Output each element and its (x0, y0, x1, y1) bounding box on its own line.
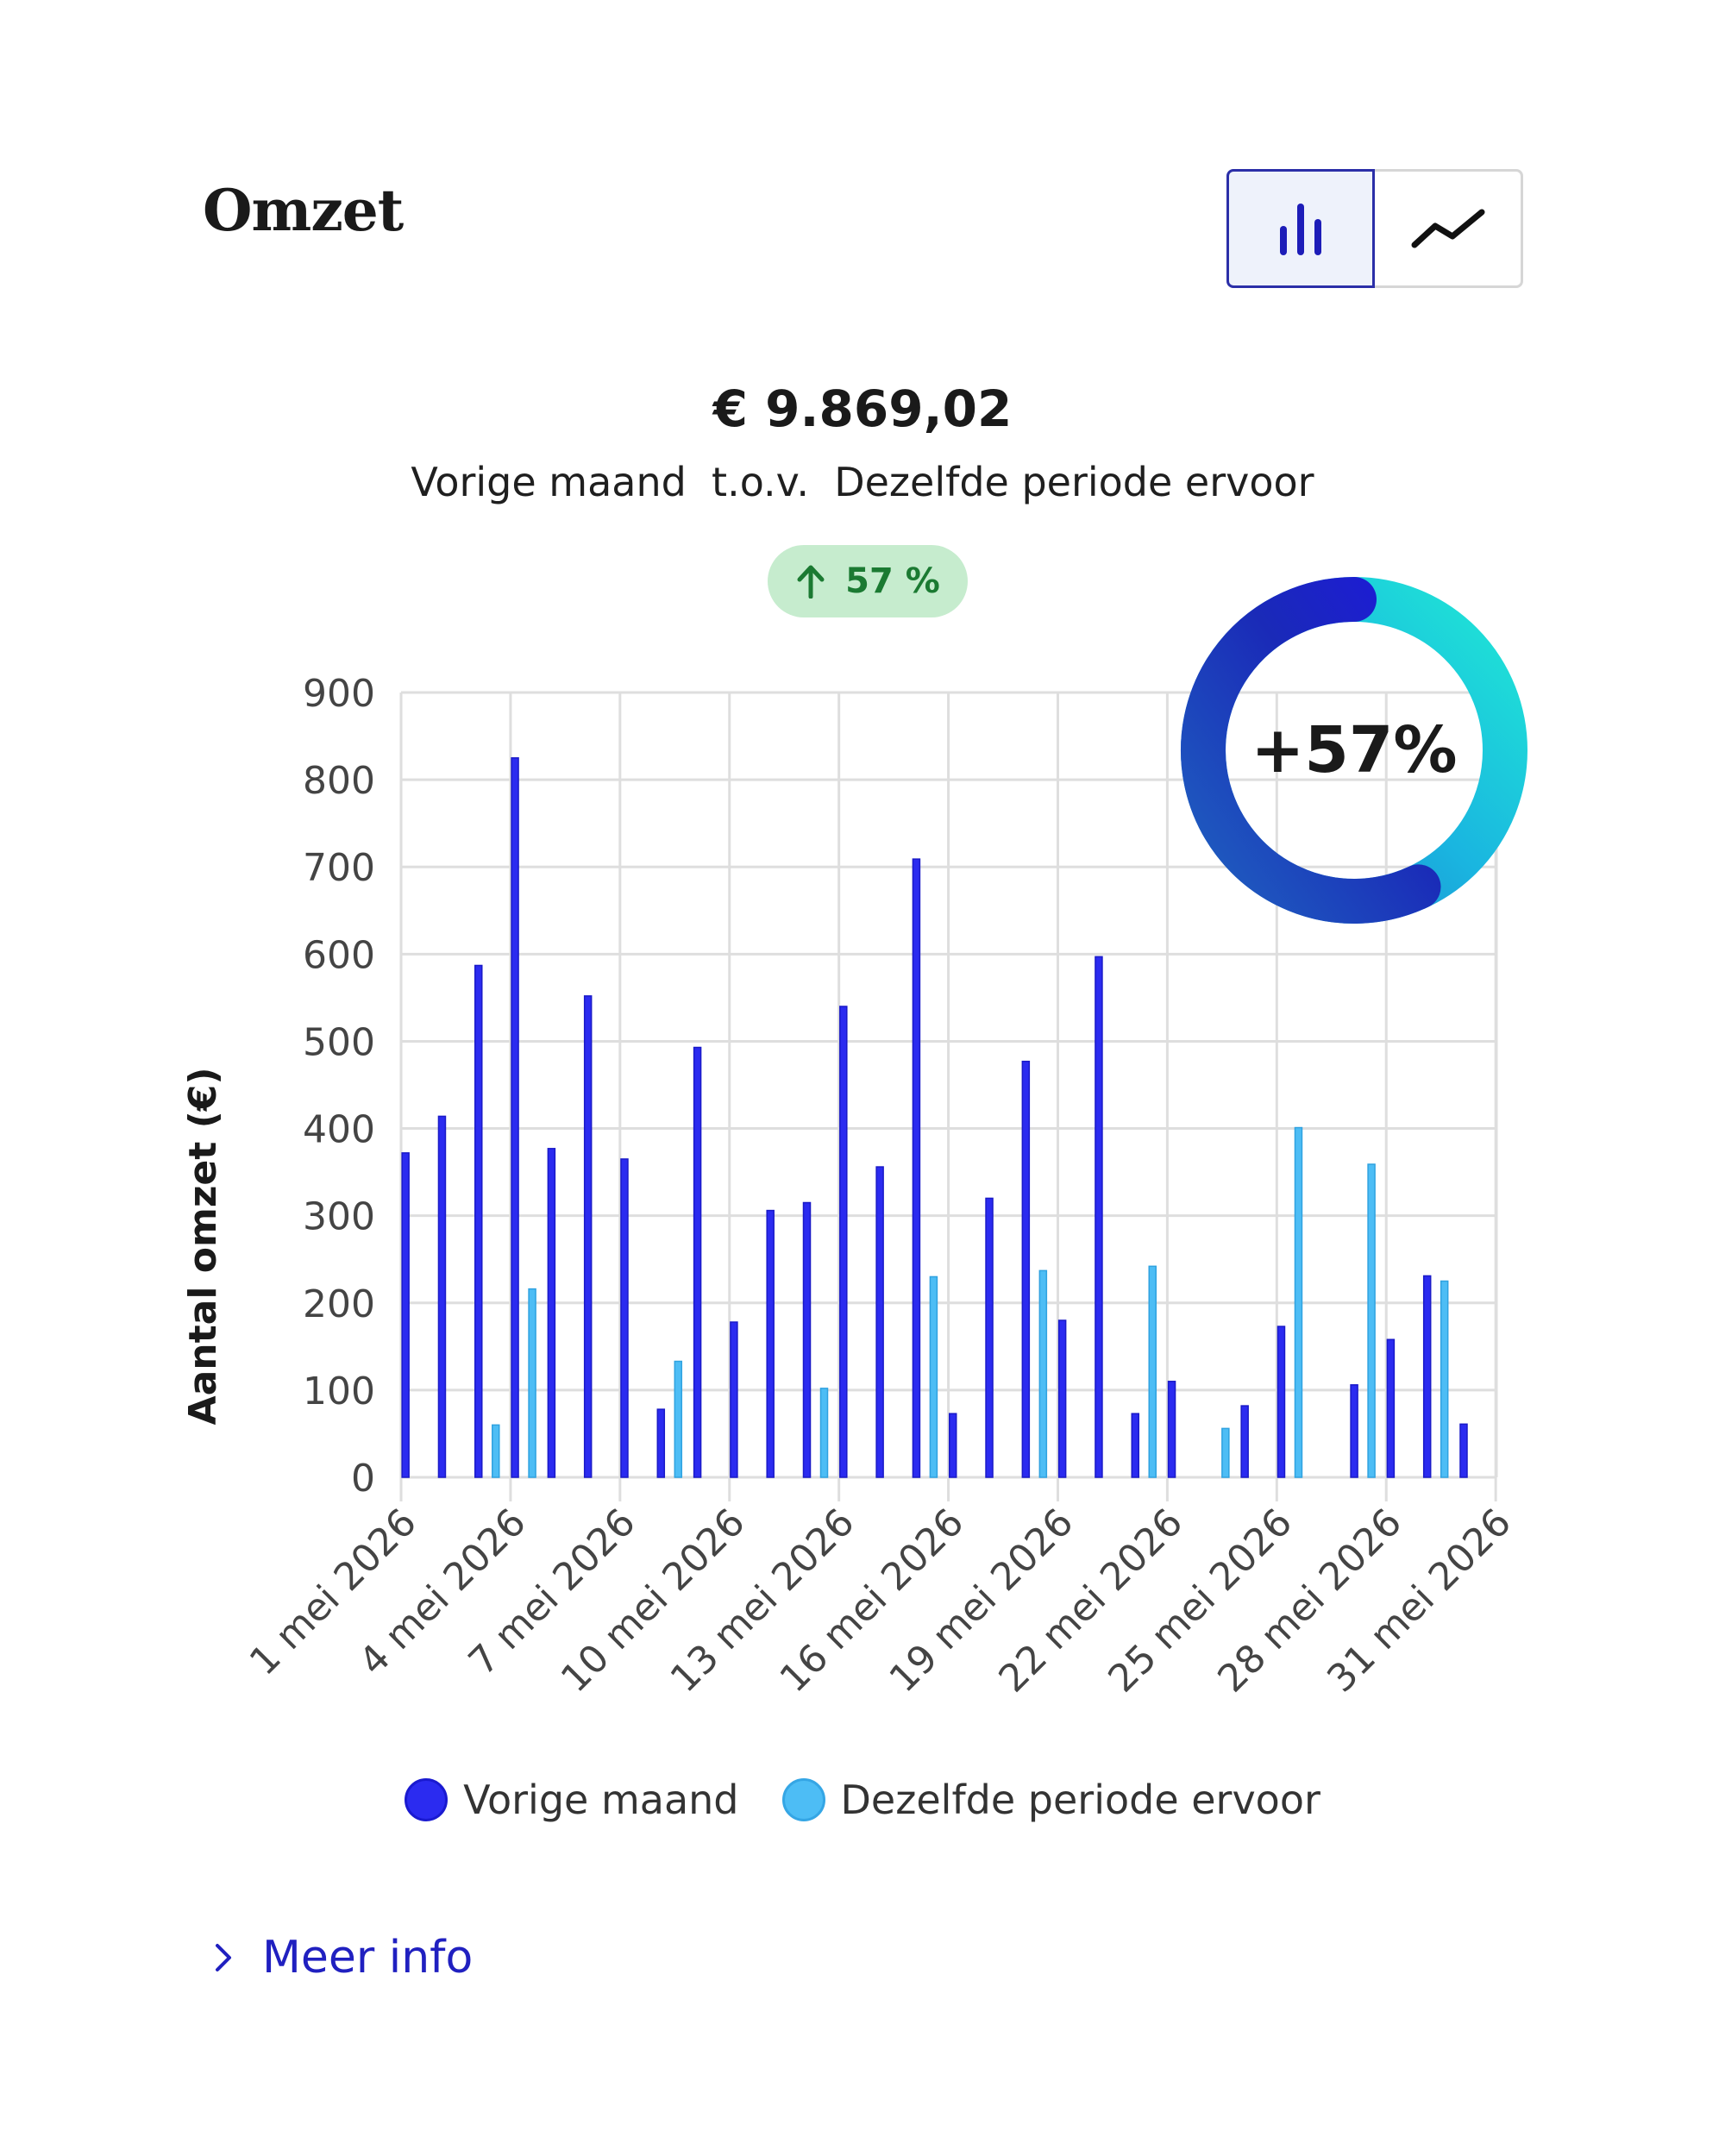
bar-previous (1367, 1163, 1376, 1478)
y-tick-label: 900 (303, 672, 375, 716)
donut-label: +57% (1251, 713, 1458, 787)
y-axis-label: Aantal omzet (€) (181, 1068, 225, 1426)
bar-previous (1148, 1265, 1157, 1478)
y-axis-ticks: 0 100 200 300 400 500 600 700 800 900 (303, 672, 375, 1501)
change-badge-value: 57 % (845, 561, 940, 601)
y-tick-label: 0 (351, 1457, 375, 1501)
donut-arc (1181, 577, 1441, 924)
bar-current (1167, 1381, 1176, 1478)
bar-current (912, 858, 921, 1478)
bar-current (1276, 1326, 1286, 1478)
bar-current (1350, 1384, 1358, 1478)
bar-current (1095, 956, 1103, 1478)
bar-current (693, 1046, 702, 1478)
line-chart-toggle-button[interactable] (1375, 169, 1523, 288)
y-tick-label: 400 (303, 1108, 375, 1152)
bar-chart-icon (1280, 204, 1321, 255)
bar-current (802, 1201, 812, 1478)
bar-current (401, 1152, 410, 1478)
bar-previous (1294, 1126, 1303, 1478)
chart-type-toggle (1226, 169, 1523, 288)
more-info-link[interactable]: Meer info (214, 1932, 473, 1984)
chart-bars (401, 757, 1468, 1478)
legend-swatch-previous (781, 1778, 825, 1821)
bar-previous (929, 1275, 938, 1478)
legend-label-current: Vorige maand (463, 1777, 739, 1823)
legend-label-previous: Dezelfde periode ervoor (840, 1777, 1320, 1823)
bar-current (766, 1209, 775, 1478)
legend-item-current[interactable]: Vorige maand (405, 1777, 739, 1823)
y-tick-label: 800 (303, 759, 375, 803)
bar-current (1131, 1413, 1140, 1478)
bar-current (839, 1006, 848, 1478)
comparison-subtitle: Vorige maand t.o.v. Dezelfde periode erv… (411, 459, 1314, 505)
bar-previous (1038, 1269, 1048, 1478)
legend-item-previous[interactable]: Dezelfde periode ervoor (781, 1777, 1320, 1823)
change-donut (1181, 577, 1527, 924)
bar-previous (528, 1288, 536, 1478)
total-revenue: € 9.869,02 (712, 379, 1013, 438)
bar-current (583, 995, 593, 1478)
y-tick-label: 200 (303, 1282, 375, 1326)
y-tick-label: 700 (303, 846, 375, 890)
bar-current (730, 1321, 738, 1478)
bar-current (1240, 1405, 1249, 1478)
change-badge: 57 % (768, 545, 968, 617)
bar-previous (819, 1388, 829, 1478)
line-chart-icon (1411, 209, 1484, 248)
bar-current (656, 1408, 666, 1478)
bar-previous (674, 1360, 683, 1478)
bar-current (1422, 1275, 1432, 1478)
bar-current (1386, 1338, 1396, 1478)
bar-previous (1440, 1280, 1449, 1478)
bar-current (1459, 1423, 1468, 1478)
arrow-up-icon (797, 565, 825, 599)
y-tick-label: 300 (303, 1195, 375, 1239)
legend-swatch-current (405, 1778, 448, 1821)
y-tick-label: 600 (303, 933, 375, 977)
bar-current (511, 757, 519, 1478)
bar-current (948, 1413, 957, 1478)
bar-current (1057, 1319, 1067, 1478)
bar-current (875, 1166, 884, 1478)
y-tick-label: 100 (303, 1369, 375, 1413)
more-info-label: Meer info (262, 1932, 474, 1984)
bar-current (474, 964, 483, 1478)
bar-current (547, 1148, 556, 1478)
chevron-right-icon (216, 1944, 231, 1971)
bar-current (620, 1158, 629, 1478)
bar-current (1021, 1060, 1031, 1478)
chart-legend: Vorige maand Dezelfde periode ervoor (0, 1777, 1725, 1823)
bar-previous (492, 1424, 500, 1478)
card-title: Omzet (203, 177, 404, 244)
bar-chart-toggle-button[interactable] (1226, 169, 1375, 288)
bar-current (985, 1197, 994, 1478)
bar-current (437, 1115, 447, 1478)
y-tick-label: 500 (303, 1020, 375, 1064)
bar-previous (1221, 1427, 1230, 1478)
